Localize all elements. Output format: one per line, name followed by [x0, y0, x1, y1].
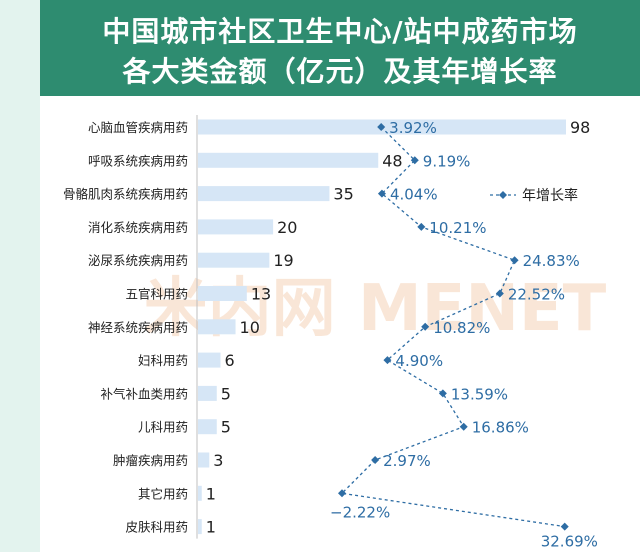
title-banner — [40, 0, 640, 96]
category-label: 肿瘤疾病用药 — [113, 453, 188, 468]
growth-marker — [410, 156, 419, 165]
bar-value-label: 3 — [213, 451, 223, 470]
growth-label: 10.21% — [429, 219, 486, 237]
bar — [198, 519, 202, 535]
bar-value-label: 48 — [382, 151, 402, 170]
growth-marker — [459, 422, 468, 431]
growth-marker — [421, 322, 430, 331]
category-label: 补气补血类用药 — [100, 386, 188, 401]
growth-label: −2.22% — [330, 503, 390, 521]
growth-label: 16.86% — [472, 419, 529, 437]
bar-value-label: 6 — [225, 351, 235, 370]
category-label: 其它用药 — [138, 486, 188, 501]
category-label: 消化系统疾病用药 — [88, 220, 188, 235]
chart-title-line-1: 中国城市社区卫生中心/站中成药市场 — [102, 15, 578, 48]
bar-value-label: 10 — [240, 318, 260, 337]
growth-label: 22.52% — [508, 286, 565, 304]
bar — [198, 419, 217, 435]
category-label: 骨骼肌肉系统疾病用药 — [63, 187, 188, 202]
bar — [198, 352, 221, 368]
legend-label: 年增长率 — [522, 187, 578, 204]
growth-marker — [438, 389, 447, 398]
bar-value-label: 98 — [570, 118, 590, 137]
category-label: 心脑血管疾病用药 — [88, 120, 188, 135]
category-label: 神经系统疾病用药 — [88, 320, 188, 335]
bar — [198, 152, 379, 168]
watermark: 米内网 MENET — [144, 272, 607, 346]
growth-label: 24.83% — [523, 252, 580, 270]
growth-marker — [560, 522, 569, 531]
bar-value-label: 5 — [221, 384, 231, 403]
growth-marker — [495, 289, 504, 298]
growth-marker — [383, 356, 392, 365]
bar — [198, 286, 247, 301]
growth-marker — [338, 489, 346, 498]
growth-marker — [417, 222, 426, 231]
growth-label: 13.59% — [451, 385, 508, 403]
growth-marker — [377, 123, 386, 131]
growth-marker — [510, 256, 519, 265]
bar — [198, 385, 217, 401]
bar-value-label: 20 — [277, 218, 297, 237]
growth-label: 2.97% — [383, 452, 431, 470]
bar-value-label: 1 — [206, 518, 216, 537]
category-label: 泌尿系统疾病用药 — [88, 253, 188, 268]
growth-label: 9.19% — [423, 152, 471, 170]
category-label: 皮肤科用药 — [125, 520, 188, 535]
chart-title-line-2: 各大类金额（亿元）及其年增长率 — [122, 55, 558, 88]
growth-label: 4.90% — [395, 352, 443, 370]
bar — [198, 252, 270, 268]
category-label: 妇科用药 — [138, 353, 188, 368]
growth-label: 10.82% — [433, 319, 490, 337]
growth-marker — [377, 189, 386, 198]
category-label: 儿科用药 — [138, 420, 188, 435]
bar — [198, 186, 330, 202]
growth-label: 32.69% — [541, 533, 598, 551]
category-label: 五官科用药 — [125, 287, 188, 302]
chart-panel — [40, 96, 640, 552]
category-label: 呼吸系统疾病用药 — [88, 153, 188, 168]
bar — [198, 219, 274, 235]
bar — [198, 485, 202, 501]
growth-label: 4.04% — [390, 186, 438, 204]
bar — [198, 452, 210, 468]
legend-marker — [499, 191, 507, 199]
growth-marker — [371, 456, 380, 464]
bar — [198, 319, 236, 335]
bar-value-label: 35 — [333, 185, 353, 204]
bar-value-label: 13 — [251, 285, 271, 304]
bar-value-label: 5 — [221, 418, 231, 437]
growth-label: 3.92% — [389, 119, 437, 137]
bar-value-label: 1 — [206, 484, 216, 503]
bar-value-label: 19 — [273, 251, 293, 270]
